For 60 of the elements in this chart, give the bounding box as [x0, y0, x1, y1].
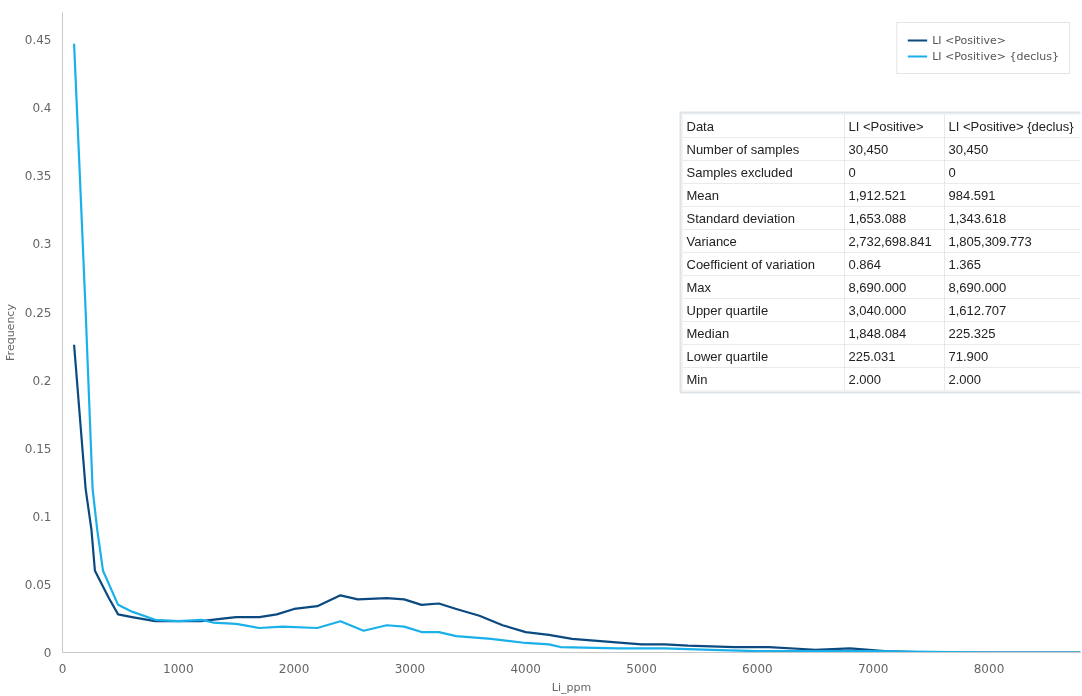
- annotation: 30,450: [948, 141, 989, 157]
- legend-label: LI <Positive>: [932, 33, 1006, 47]
- x-tick-label: 8000: [973, 661, 1005, 676]
- annotation: Variance: [686, 233, 737, 249]
- annotation: Lower quartile: [686, 348, 769, 364]
- y-axis-title: Frequency: [3, 303, 17, 361]
- annotation: 30,450: [848, 141, 889, 157]
- annotation: Upper quartile: [686, 302, 769, 318]
- annotation: 8,690.000: [848, 279, 907, 295]
- x-tick-label: 2000: [278, 661, 310, 676]
- y-tick-label: 0.25: [24, 305, 52, 320]
- y-tick-label: 0.45: [24, 33, 52, 48]
- annotation: LI <Positive> {declus}: [948, 118, 1075, 134]
- annotation: Number of samples: [686, 141, 800, 157]
- x-tick-label: 6000: [742, 661, 773, 676]
- annotation: 984.591: [948, 187, 996, 203]
- y-tick-label: 0.2: [32, 373, 52, 388]
- annotation: Standard deviation: [686, 210, 795, 226]
- annotation: 1,343.618: [948, 210, 1007, 226]
- annotation: 1,653.088: [848, 210, 907, 226]
- annotation: Coefficient of variation: [686, 256, 815, 272]
- x-tick-label: 1000: [163, 661, 194, 676]
- annotation: Samples excluded: [686, 164, 793, 180]
- x-tick-label: 4000: [510, 661, 542, 676]
- annotation: 225.325: [948, 325, 996, 341]
- annotation: 1,612.707: [948, 302, 1007, 318]
- y-tick-label: 0.15: [24, 441, 52, 456]
- y-tick-label: 0.05: [24, 577, 52, 592]
- y-tick-label: 0.3: [32, 237, 52, 252]
- y-tick-label: 0.35: [24, 169, 52, 184]
- y-tick-label: 0.1: [32, 509, 52, 524]
- annotation: 2.000: [848, 371, 882, 387]
- y-tick-label: 0.4: [32, 101, 52, 116]
- annotation: 1,805,309.773: [948, 233, 1032, 249]
- annotation: 225.031: [848, 348, 896, 364]
- y-tick-label: 0: [43, 646, 52, 660]
- line-series: [72, 42, 1081, 653]
- annotation: 1,848.084: [848, 325, 907, 341]
- x-tick-label: 3000: [394, 661, 426, 676]
- annotation: Data: [686, 118, 715, 134]
- annotation: 2.000: [948, 371, 982, 387]
- annotation: 0.864: [848, 256, 882, 272]
- annotation: 0: [948, 164, 956, 180]
- x-tick-label: 7000: [857, 661, 889, 676]
- annotation: 8,690.000: [948, 279, 1007, 295]
- annotation: 71.900: [948, 348, 989, 364]
- legend-label: LI <Positive> {declus}: [932, 49, 1059, 63]
- annotation: 2,732,698.841: [848, 233, 932, 249]
- annotation: 3,040.000: [848, 302, 907, 318]
- annotation: Min: [686, 371, 708, 387]
- x-tick-label: 5000: [626, 661, 657, 676]
- annotation: Median: [686, 325, 730, 341]
- annotation: 1.365: [948, 256, 982, 272]
- annotation: Mean: [686, 187, 720, 203]
- annotation: 1,912.521: [848, 187, 907, 203]
- annotation: 0: [848, 164, 856, 180]
- annotation: LI <Positive>: [848, 118, 924, 134]
- x-axis-title: Li_ppm: [551, 680, 592, 694]
- annotation: Max: [686, 279, 712, 295]
- x-tick-label: 0: [58, 661, 67, 676]
